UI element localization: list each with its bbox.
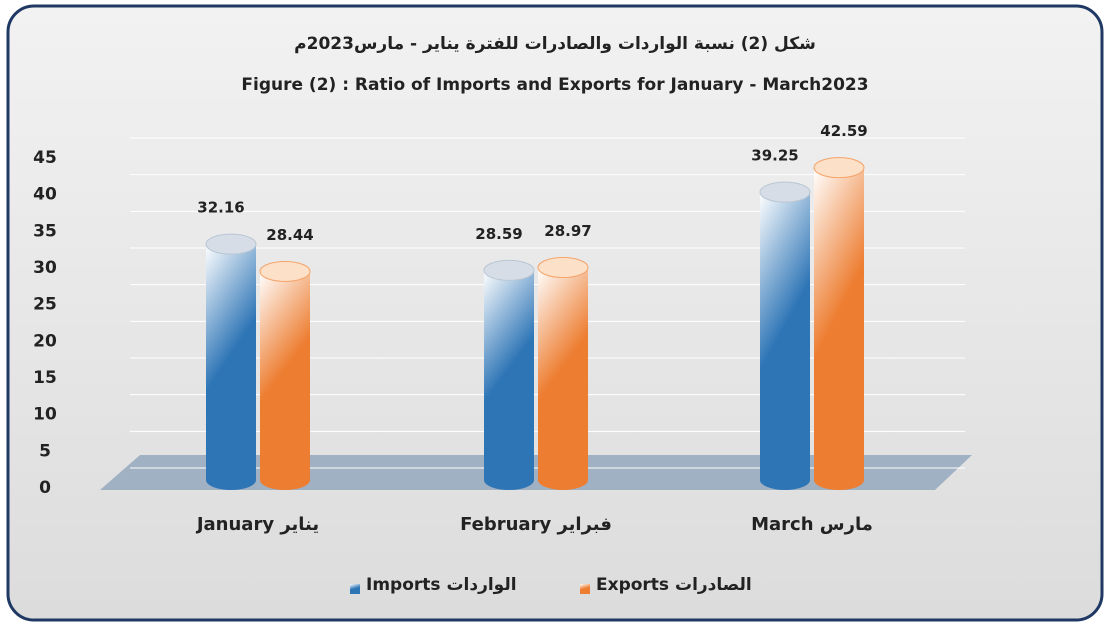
bar-top: [259, 260, 311, 282]
value-label: 32.16: [197, 199, 244, 217]
legend-label: Exports الصادرات: [596, 575, 752, 595]
floor: [100, 455, 972, 490]
chart-subtitle: Figure (2) : Ratio of Imports and Export…: [241, 75, 868, 95]
x-tick-label: January يناير: [195, 514, 319, 535]
y-tick-label: 0: [39, 478, 51, 498]
bar-top: [759, 181, 811, 203]
value-label: 28.59: [475, 225, 522, 243]
bar-top: [813, 157, 865, 179]
x-tick-label: February فبراير: [460, 514, 612, 535]
legend-swatch: [580, 584, 590, 594]
x-tick-label: March مارس: [751, 514, 873, 535]
legend-swatch: [350, 584, 360, 594]
bar: [260, 271, 310, 490]
y-tick-label: 20: [33, 331, 57, 351]
bar: [760, 192, 810, 490]
y-tick-label: 45: [33, 148, 57, 168]
y-tick-label: 25: [33, 295, 57, 315]
y-tick-label: 35: [33, 221, 57, 241]
y-tick-label: 30: [33, 258, 57, 278]
y-tick-label: 15: [33, 368, 57, 388]
value-label: 28.44: [266, 226, 313, 244]
bar: [814, 167, 864, 490]
y-tick-label: 40: [33, 185, 57, 205]
value-label: 28.97: [544, 222, 591, 240]
y-tick-label: 10: [33, 405, 57, 425]
bar: [538, 267, 588, 490]
legend-label: Imports الواردات: [366, 575, 517, 595]
bar-top: [537, 257, 589, 279]
value-label: 42.59: [820, 122, 867, 140]
value-label: 39.25: [751, 147, 798, 165]
y-tick-label: 5: [39, 441, 51, 461]
bar-top: [483, 259, 535, 281]
bar-top: [205, 233, 257, 255]
bar: [206, 244, 256, 490]
bar: [484, 270, 534, 490]
chart-title: شكل (2) نسبة الواردات والصادرات للفترة ي…: [294, 34, 816, 54]
